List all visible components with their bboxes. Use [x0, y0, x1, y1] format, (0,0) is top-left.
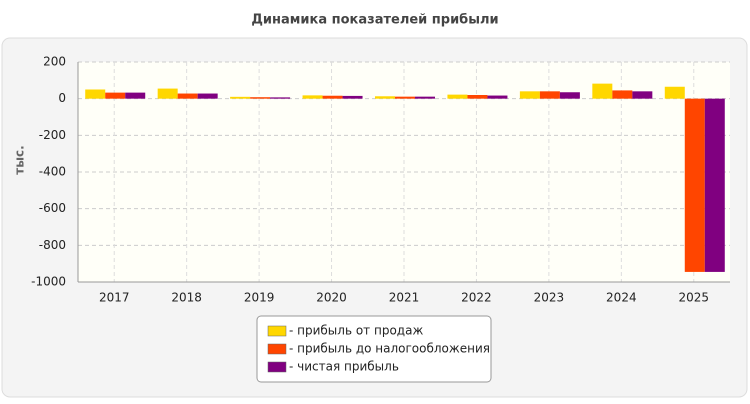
legend-swatch: [267, 343, 287, 355]
bar: [125, 92, 146, 99]
bar: [539, 91, 560, 99]
bar: [559, 92, 580, 99]
bar: [519, 91, 540, 99]
bar: [592, 83, 613, 99]
x-tick-label: 2024: [606, 291, 637, 305]
bar: [270, 97, 291, 99]
bar: [447, 94, 468, 99]
bar: [375, 96, 395, 99]
x-tick-label: 2023: [534, 291, 565, 305]
x-tick-label: 2017: [99, 291, 130, 305]
bar: [230, 96, 251, 99]
y-tick-label: -600: [39, 201, 66, 215]
bar: [197, 93, 218, 99]
x-tick-label: 2025: [679, 291, 710, 305]
x-tick-label: 2018: [171, 291, 202, 305]
bar: [632, 91, 653, 99]
bar: [302, 95, 323, 99]
legend-swatch: [267, 361, 287, 373]
bar: [704, 98, 725, 272]
bar: [105, 92, 126, 99]
chart-title: Динамика показателей прибыли: [251, 13, 498, 28]
x-tick-label: 2019: [244, 291, 275, 305]
bar: [467, 95, 488, 99]
bar: [157, 88, 178, 99]
legend-label: - прибыль от продаж: [289, 324, 423, 338]
bar: [85, 89, 106, 99]
bar: [415, 96, 435, 99]
y-axis-label: тыс.: [13, 145, 27, 174]
legend-label: - прибыль до налогообложения: [289, 342, 490, 356]
bar: [664, 86, 685, 99]
y-tick-label: 200: [43, 55, 66, 69]
y-tick-label: 0: [58, 91, 66, 105]
bar: [487, 95, 508, 99]
x-tick-label: 2020: [316, 291, 347, 305]
bar: [612, 90, 633, 99]
bar: [322, 95, 343, 99]
bar: [684, 98, 705, 272]
bar: [250, 97, 271, 99]
bar: [342, 95, 363, 99]
x-tick-label: 2022: [461, 291, 492, 305]
bar: [395, 96, 415, 99]
legend: [256, 315, 492, 383]
y-tick-label: -1000: [31, 275, 66, 289]
legend-label: - чистая прибыль: [289, 360, 399, 374]
y-tick-label: -400: [39, 165, 66, 179]
legend-swatch: [267, 325, 287, 337]
y-tick-label: -800: [39, 238, 66, 252]
bar: [177, 93, 198, 99]
x-tick-label: 2021: [389, 291, 420, 305]
y-tick-label: -200: [39, 128, 66, 142]
